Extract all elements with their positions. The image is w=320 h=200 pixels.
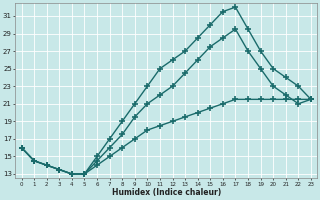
X-axis label: Humidex (Indice chaleur): Humidex (Indice chaleur) — [112, 188, 221, 197]
